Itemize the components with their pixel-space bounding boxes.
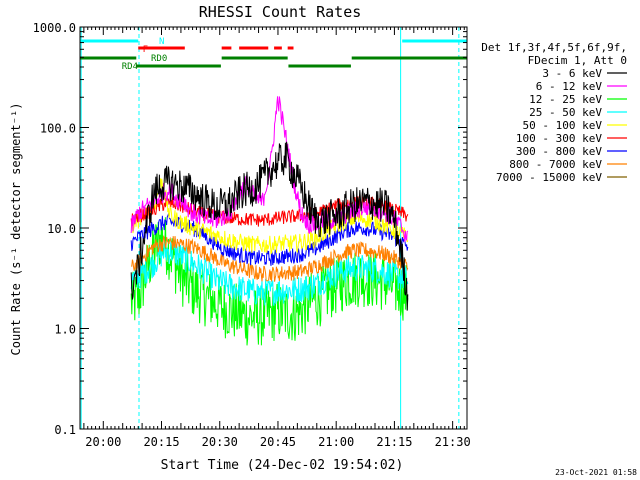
series-line-800-7000kev bbox=[131, 235, 409, 282]
chart-title: RHESSI Count Rates bbox=[199, 3, 362, 21]
x-tick-label: 20:15 bbox=[143, 435, 179, 449]
state-label-n: N bbox=[159, 37, 164, 47]
series-layer bbox=[130, 96, 409, 346]
legend-label: 3 - 6 keV bbox=[542, 67, 602, 80]
legend: Det 1f,3f,4f,5f,6f,9f,FDecim 1, Att 03 -… bbox=[481, 41, 627, 184]
footer-timestamp: 23-Oct-2021 01:58 bbox=[555, 468, 637, 477]
legend-label: 7000 - 15000 keV bbox=[496, 171, 602, 184]
x-tick-label: 20:00 bbox=[85, 435, 121, 449]
legend-label: 300 - 800 keV bbox=[516, 145, 602, 158]
x-tick-label: 20:30 bbox=[202, 435, 238, 449]
legend-label: 25 - 50 keV bbox=[529, 106, 602, 119]
y-tick-label: 0.1 bbox=[54, 423, 76, 437]
x-tick-label: 21:00 bbox=[318, 435, 354, 449]
state-label-f: F bbox=[143, 45, 148, 55]
series-line-25-50kev bbox=[130, 240, 409, 306]
series-line-3-6kev bbox=[130, 141, 409, 311]
y-tick-label: 100.0 bbox=[40, 122, 76, 136]
y-axis: 0.1 1.0 10.0 100.0 1000.0 bbox=[33, 21, 467, 437]
y-axis-label: Count Rate (s⁻¹ detector segment⁻¹) bbox=[9, 103, 23, 356]
x-axis-label: Start Time (24-Dec-02 19:54:02) bbox=[161, 458, 404, 473]
legend-label: 50 - 100 keV bbox=[523, 119, 603, 132]
legend-label: 800 - 7000 keV bbox=[509, 158, 602, 171]
x-tick-label: 20:45 bbox=[260, 435, 296, 449]
legend-label: 6 - 12 keV bbox=[536, 80, 603, 93]
y-tick-label: 1000.0 bbox=[33, 21, 76, 35]
state-label-rd0: RD0 bbox=[151, 54, 167, 64]
legend-label: 100 - 300 keV bbox=[516, 132, 602, 145]
x-tick-label: 21:15 bbox=[376, 435, 412, 449]
y-tick-label: 10.0 bbox=[47, 222, 76, 236]
x-axis: 20:00 20:15 20:30 20:45 21:00 21:15 21:30 bbox=[83, 27, 471, 449]
x-tick-label: 21:30 bbox=[435, 435, 471, 449]
legend-header-line: FDecim 1, Att 0 bbox=[528, 54, 627, 67]
state-label-rd4: RD4 bbox=[122, 62, 138, 72]
legend-header-line: Det 1f,3f,4f,5f,6f,9f, bbox=[481, 41, 627, 54]
series-line-12-25kev bbox=[130, 217, 409, 346]
legend-label: 12 - 25 keV bbox=[529, 93, 602, 106]
y-tick-label: 1.0 bbox=[54, 323, 76, 337]
